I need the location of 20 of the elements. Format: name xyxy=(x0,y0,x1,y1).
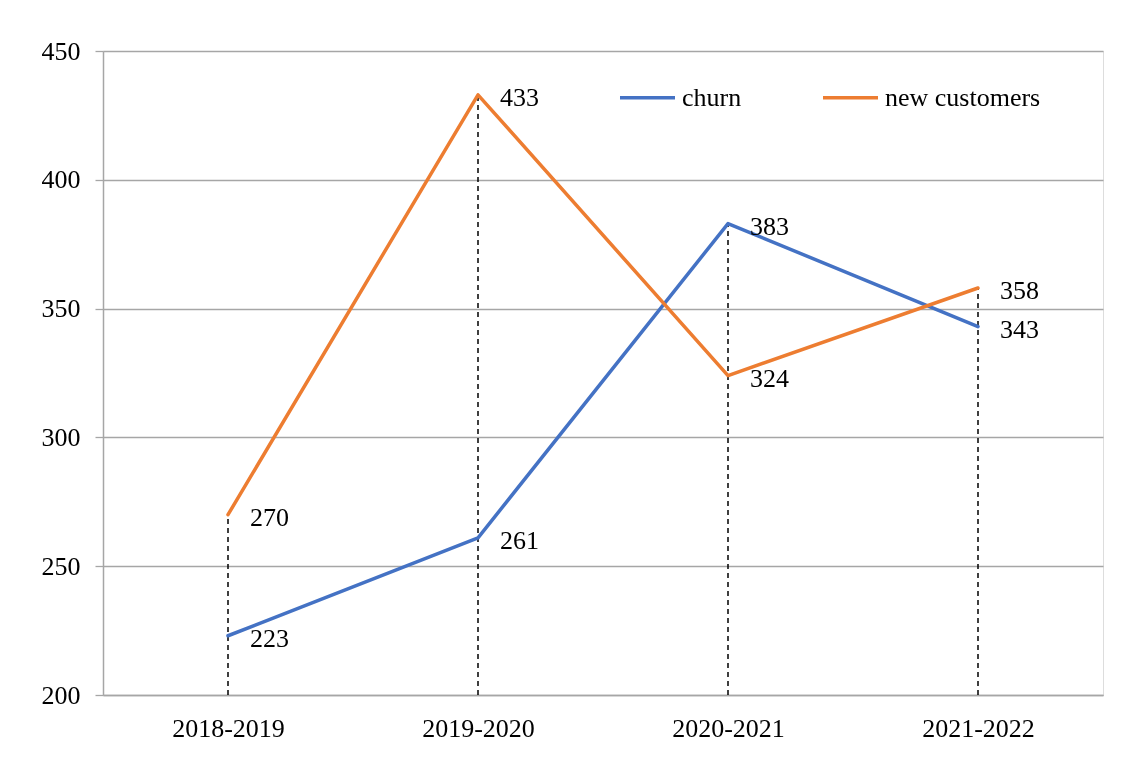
data-label: 324 xyxy=(750,363,789,393)
data-label: 270 xyxy=(250,502,289,532)
data-label: 223 xyxy=(250,623,289,653)
y-tick-label: 300 xyxy=(41,422,81,452)
data-label: 261 xyxy=(500,525,539,555)
legend-label: churn xyxy=(682,82,742,112)
y-tick-label: 200 xyxy=(41,680,81,710)
data-label: 383 xyxy=(750,211,789,241)
data-label: 358 xyxy=(1000,275,1039,305)
data-label: 343 xyxy=(1000,314,1039,344)
y-tick-label: 350 xyxy=(41,294,81,324)
y-tick-label: 400 xyxy=(41,165,81,195)
x-tick-label: 2018-2019 xyxy=(172,713,285,743)
y-tick-label: 450 xyxy=(41,36,81,66)
x-tick-label: 2020-2021 xyxy=(672,713,785,743)
data-label: 433 xyxy=(500,82,539,112)
x-tick-label: 2019-2020 xyxy=(422,713,535,743)
x-tick-label: 2021-2022 xyxy=(922,713,1035,743)
y-tick-label: 250 xyxy=(41,551,81,581)
legend-label: new customers xyxy=(885,82,1041,112)
